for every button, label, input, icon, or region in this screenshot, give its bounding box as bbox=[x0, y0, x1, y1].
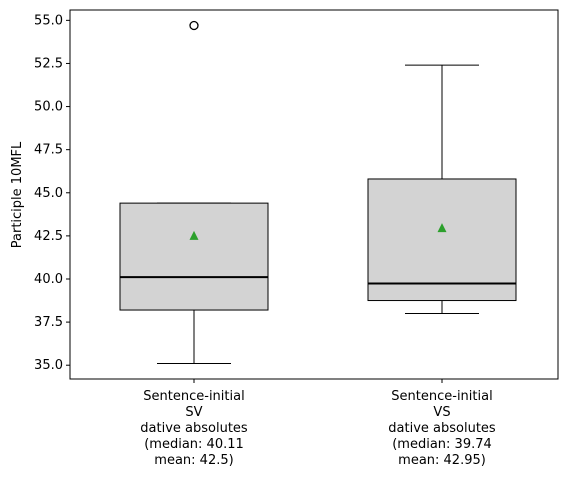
y-tick-label: 37.5 bbox=[34, 315, 63, 330]
y-tick-label: 47.5 bbox=[34, 143, 63, 158]
x-tick-label: SV bbox=[185, 405, 202, 420]
axes-frame bbox=[69, 9, 559, 380]
x-tick-label: dative absolutes bbox=[388, 421, 496, 436]
outlier-point bbox=[189, 20, 199, 31]
mean-marker bbox=[189, 230, 199, 240]
plot-area: 35.0 37.5 40.0 42.5 45.0 47.5 50.0 52.5 55.0 Sent… bbox=[34, 9, 559, 468]
y-tick-label: 40.0 bbox=[34, 272, 63, 287]
y-tick-label: 35.0 bbox=[34, 358, 63, 373]
iqr-box bbox=[367, 178, 517, 302]
y-axis-label: Participle 10MFL bbox=[10, 141, 25, 248]
iqr-box bbox=[119, 202, 269, 311]
x-tick-label: VS bbox=[433, 405, 450, 420]
x-tick-label: mean: 42.5) bbox=[154, 453, 233, 468]
x-tick-label: mean: 42.95) bbox=[398, 453, 486, 468]
y-tick-label: 45.0 bbox=[34, 186, 63, 201]
x-tick-label: (median: 39.74 bbox=[392, 437, 492, 452]
y-tick-label: 55.0 bbox=[34, 13, 63, 28]
y-tick-label: 52.5 bbox=[34, 56, 63, 71]
x-tick-label: Sentence-initial bbox=[143, 389, 244, 404]
x-tick-label: (median: 40.11 bbox=[144, 437, 244, 452]
x-tick-label: dative absolutes bbox=[140, 421, 248, 436]
y-tick-label: 50.0 bbox=[34, 100, 63, 115]
x-tick-label: Sentence-initial bbox=[391, 389, 492, 404]
y-tick-label: 42.5 bbox=[34, 229, 63, 244]
mean-marker bbox=[437, 223, 447, 233]
